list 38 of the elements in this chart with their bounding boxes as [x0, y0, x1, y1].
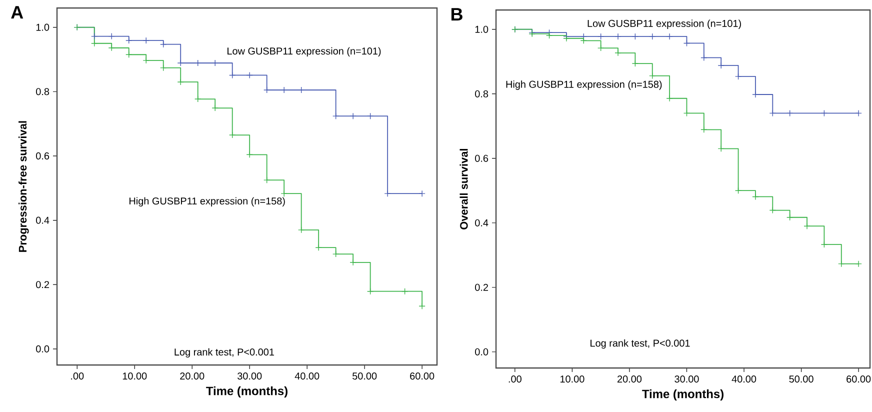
x-tick-label: 10.00: [122, 372, 147, 380]
x-tick-label: 20.00: [617, 376, 642, 383]
x-tick-label: .00: [71, 372, 84, 380]
chart-title: B: [451, 8, 462, 20]
chart-title: A: [11, 6, 24, 18]
y-tick-label: 0.2: [36, 281, 49, 288]
y-tick-label: 0.4: [475, 219, 488, 226]
annotation: Log rank test, P<0.001: [590, 339, 690, 349]
x-tick-label: 50.00: [352, 372, 377, 380]
x-tick-label: 20.00: [180, 372, 204, 380]
y-tick-label: 1.0: [36, 24, 50, 31]
series-label: Low GUSBP11 expression (n=101): [228, 47, 381, 57]
series-label: High GUSBP11 expression (n=158): [506, 80, 662, 90]
x-axis-title: Time (months): [206, 386, 288, 398]
y-tick-label: 0.6: [475, 154, 488, 162]
y-tick-label: 0.2: [475, 284, 488, 291]
y-tick-label: 0.8: [36, 88, 50, 96]
x-tick-label: 40.00: [294, 372, 320, 380]
x-tick-label: .00: [508, 376, 522, 383]
x-tick-label: 30.00: [674, 376, 699, 383]
series-label: Low GUSBP11 expression (n=101): [588, 20, 741, 29]
x-tick-label: 60.00: [410, 372, 434, 380]
x-axis-title: Time (months): [642, 389, 724, 401]
y-tick-label: 0.8: [475, 90, 488, 98]
y-tick-label: 1.0: [475, 26, 488, 33]
annotation: Log rank test, P<0.001: [174, 348, 274, 358]
y-tick-label: 0.4: [36, 216, 50, 224]
x-tick-label: 30.00: [238, 372, 262, 380]
series-label: High GUSBP11 expression (n=158): [130, 197, 285, 206]
y-tick-label: 0.6: [36, 152, 50, 160]
x-tick-label: 50.00: [789, 376, 814, 383]
x-tick-label: 40.00: [732, 376, 756, 383]
y-tick-label: 0.0: [475, 348, 488, 356]
y-axis-title: Overall survival: [460, 148, 468, 230]
y-tick-label: 0.0: [36, 345, 50, 352]
y-axis-title: Progression-free survival: [18, 121, 29, 252]
x-tick-label: 60.00: [846, 376, 871, 383]
x-tick-label: 10.00: [560, 376, 584, 383]
